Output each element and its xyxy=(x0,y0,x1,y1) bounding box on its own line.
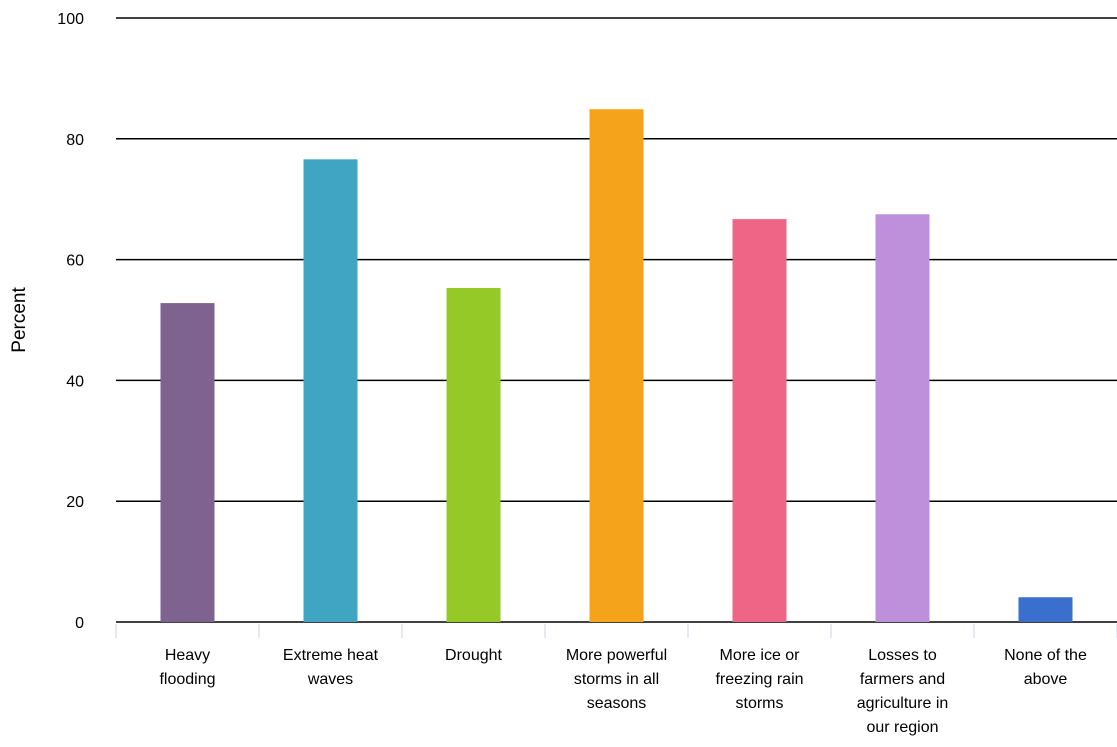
bars xyxy=(160,109,1073,623)
bar xyxy=(160,303,215,622)
x-axis xyxy=(115,624,1117,638)
x-tick-label: Heavy flooding xyxy=(159,647,215,688)
y-tick-label: 40 xyxy=(66,373,84,390)
bar xyxy=(875,214,930,623)
y-tick-label: 100 xyxy=(57,11,84,28)
x-tick-label: More powerful storms in all seasons xyxy=(566,647,667,712)
x-tick-label: Losses to farmers and agriculture in our re… xyxy=(857,647,949,736)
x-tick-label: Drought xyxy=(445,647,502,664)
y-tick-label: 0 xyxy=(75,615,84,632)
x-tick-label: Extreme heat waves xyxy=(283,647,379,688)
x-tick-label: More ice or freezing rain storms xyxy=(715,647,803,712)
bar xyxy=(446,287,501,622)
x-axis-labels: Heavy flooding Extreme heat waves Drought Mor… xyxy=(159,647,1086,736)
x-tick-label: None of the above xyxy=(1004,647,1087,688)
bar xyxy=(732,219,787,622)
y-tick-label: 60 xyxy=(66,253,84,270)
bar xyxy=(303,159,358,622)
y-tick-label: 20 xyxy=(66,494,84,511)
y-axis-title: Percent xyxy=(9,287,30,353)
y-axis-ticks: 0 20 40 60 80 100 xyxy=(57,11,84,632)
bar xyxy=(1018,597,1073,622)
bar xyxy=(589,109,644,623)
y-tick-label: 80 xyxy=(66,132,84,149)
